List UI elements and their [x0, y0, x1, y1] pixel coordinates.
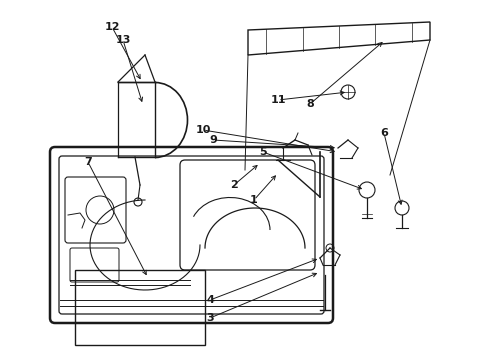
Text: 10: 10 — [196, 125, 211, 135]
Text: 8: 8 — [306, 99, 314, 109]
Text: 6: 6 — [380, 128, 388, 138]
Text: 4: 4 — [206, 295, 214, 305]
Text: 11: 11 — [270, 95, 286, 105]
Text: 5: 5 — [259, 147, 267, 157]
Bar — [75, 270, 205, 345]
Text: 3: 3 — [206, 313, 214, 323]
Text: 1: 1 — [250, 195, 258, 205]
Text: 13: 13 — [115, 35, 131, 45]
Text: 9: 9 — [209, 135, 217, 145]
Text: 7: 7 — [84, 157, 92, 167]
Text: 12: 12 — [104, 22, 120, 32]
Text: 2: 2 — [230, 180, 238, 190]
